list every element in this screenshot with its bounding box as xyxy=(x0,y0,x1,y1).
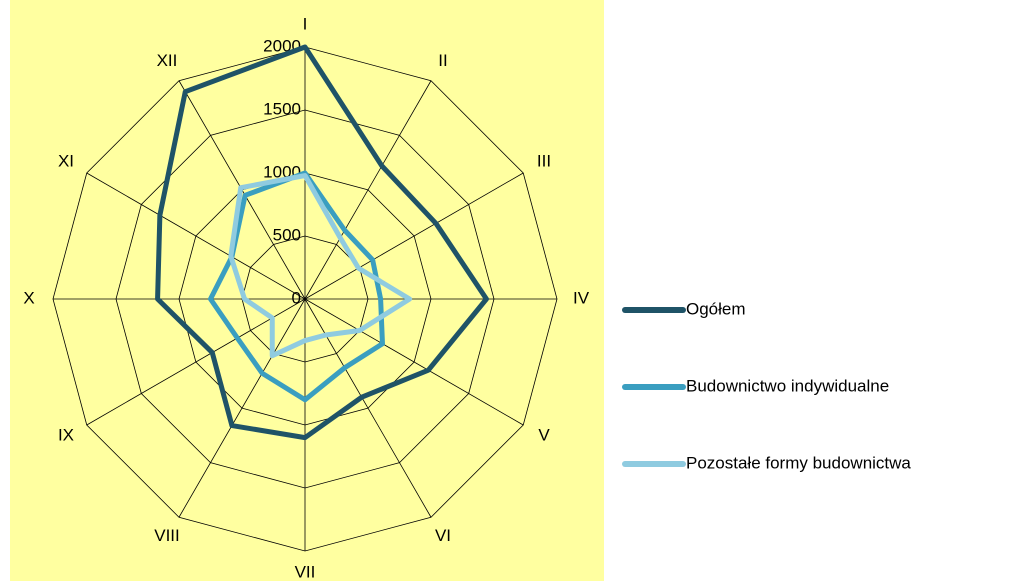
spoke xyxy=(86,172,306,300)
legend-label: Budownictwo indywidualne xyxy=(686,376,889,395)
spoke xyxy=(178,298,306,518)
spoke xyxy=(304,80,432,300)
category-label: VI xyxy=(435,526,451,545)
category-label: X xyxy=(23,288,34,307)
category-label: III xyxy=(537,151,551,170)
legend-label: Ogółem xyxy=(686,299,746,318)
category-label: VII xyxy=(295,562,316,581)
radial-tick-label: 1500 xyxy=(263,99,301,118)
series-line xyxy=(228,173,413,359)
category-label: I xyxy=(303,14,308,33)
legend-label: Pozostałe formy budownictwa xyxy=(686,453,911,472)
category-label: II xyxy=(438,51,447,70)
radial-tick-label: 0 xyxy=(292,288,301,307)
category-label: IV xyxy=(573,288,590,307)
category-label: V xyxy=(538,425,550,444)
series-line xyxy=(155,44,489,441)
plot-background xyxy=(10,0,604,581)
radial-tick-label: 500 xyxy=(273,225,301,244)
spoke xyxy=(304,298,524,426)
category-label: XII xyxy=(157,51,178,70)
spoke xyxy=(86,298,306,426)
category-label: XI xyxy=(58,151,74,170)
category-label: IX xyxy=(58,425,74,444)
category-label: VIII xyxy=(154,526,180,545)
spoke xyxy=(304,172,524,300)
